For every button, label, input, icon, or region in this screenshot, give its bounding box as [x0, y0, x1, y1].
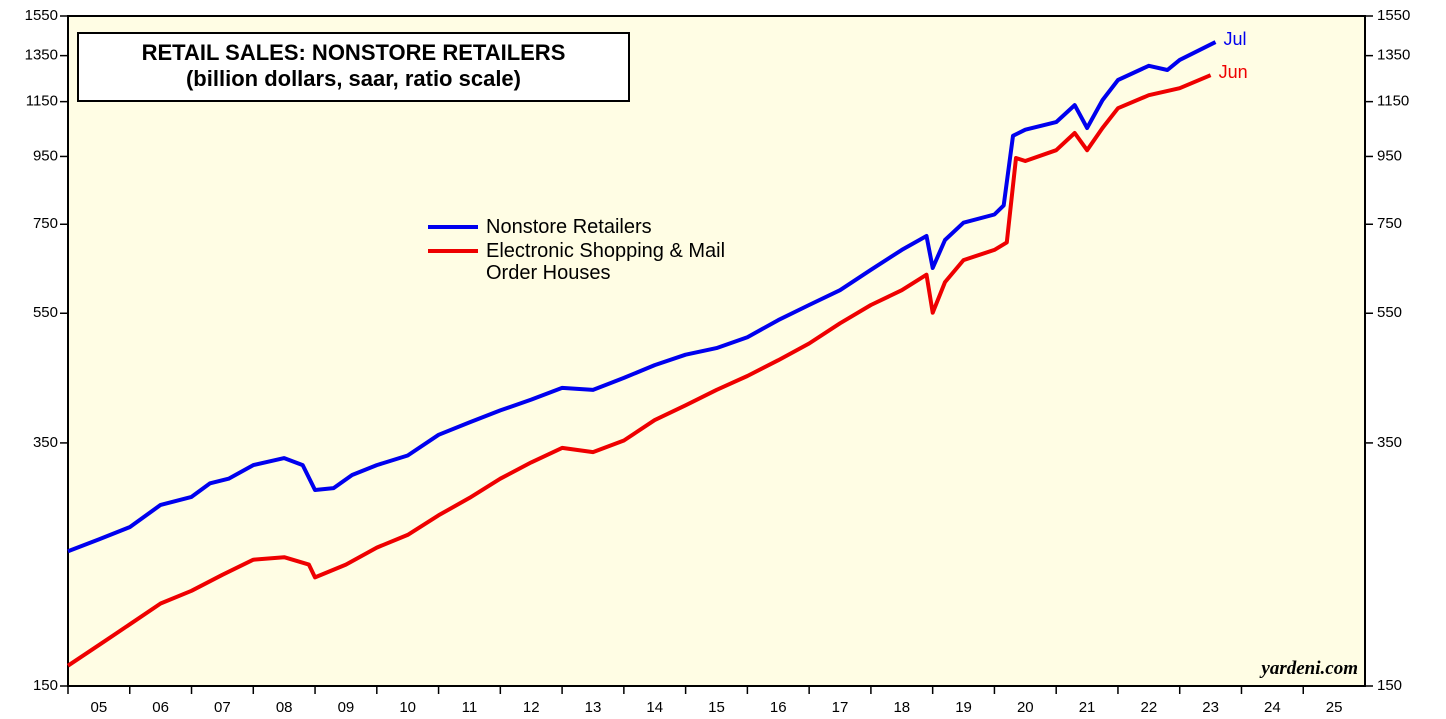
y-tick-label: 1150 — [1377, 93, 1409, 110]
series-line — [67, 40, 1217, 554]
y-tick-label: 550 — [1377, 304, 1402, 321]
y-tick-label: 1550 — [25, 7, 58, 24]
x-tick-label: 15 — [708, 699, 725, 716]
y-tick-label: 550 — [33, 304, 58, 321]
chart-title: RETAIL SALES: NONSTORE RETAILERS — [141, 40, 566, 65]
y-tick-label: 1550 — [1377, 7, 1410, 24]
source: yardeni.com — [1261, 658, 1358, 679]
x-tick-label: 14 — [646, 699, 663, 716]
y-tick-label: 950 — [33, 147, 58, 164]
y-tick-label: 1350 — [25, 47, 58, 64]
x-tick-label: 09 — [338, 699, 355, 716]
x-tick-label: 11 — [462, 699, 478, 716]
y-tick-label: 1350 — [1377, 47, 1410, 64]
y-tick-label: 150 — [1377, 677, 1402, 694]
end-label: Jun — [1219, 62, 1248, 82]
legend-entry: Electronic Shopping & Mail Order Houses — [428, 240, 736, 284]
title-box: RETAIL SALES: NONSTORE RETAILERS (billio… — [77, 32, 630, 102]
legend-swatch — [428, 249, 478, 253]
legend-entry: Nonstore Retailers — [428, 216, 736, 238]
chart-subtitle: (billion dollars, saar, ratio scale) — [185, 66, 521, 91]
x-tick-label: 24 — [1264, 699, 1281, 716]
x-tick-label: 06 — [152, 699, 169, 716]
legend-label: Nonstore Retailers — [486, 216, 652, 238]
y-tick-label: 750 — [33, 215, 58, 232]
y-tick-label: 750 — [1377, 215, 1402, 232]
legend-label: Electronic Shopping & Mail Order Houses — [486, 240, 726, 284]
end-label: Jul — [1224, 29, 1247, 49]
x-tick-label: 19 — [955, 699, 972, 716]
y-tick-label: 150 — [33, 677, 58, 694]
x-tick-label: 20 — [1017, 699, 1034, 716]
y-tick-label: 350 — [1377, 434, 1402, 451]
x-tick-label: 13 — [585, 699, 602, 716]
legend-swatch — [428, 225, 478, 229]
plot-area — [67, 15, 1366, 687]
y-tick-label: 1150 — [26, 93, 58, 110]
x-tick-label: 23 — [1202, 699, 1219, 716]
y-tick-label: 350 — [33, 434, 58, 451]
x-tick-label: 08 — [276, 699, 293, 716]
x-tick-label: 10 — [399, 699, 416, 716]
x-tick-label: 07 — [214, 699, 231, 716]
x-tick-label: 12 — [523, 699, 540, 716]
legend: Nonstore Retailers Electronic Shopping & … — [428, 216, 736, 286]
x-tick-label: 22 — [1140, 699, 1157, 716]
x-tick-label: 05 — [91, 699, 108, 716]
x-tick-label: 25 — [1326, 699, 1343, 716]
x-tick-label: 16 — [770, 699, 787, 716]
y-tick-label: 950 — [1377, 147, 1402, 164]
x-tick-label: 17 — [832, 699, 849, 716]
x-tick-label: 18 — [893, 699, 910, 716]
x-tick-label: 21 — [1079, 699, 1096, 716]
series-line — [66, 73, 1212, 668]
